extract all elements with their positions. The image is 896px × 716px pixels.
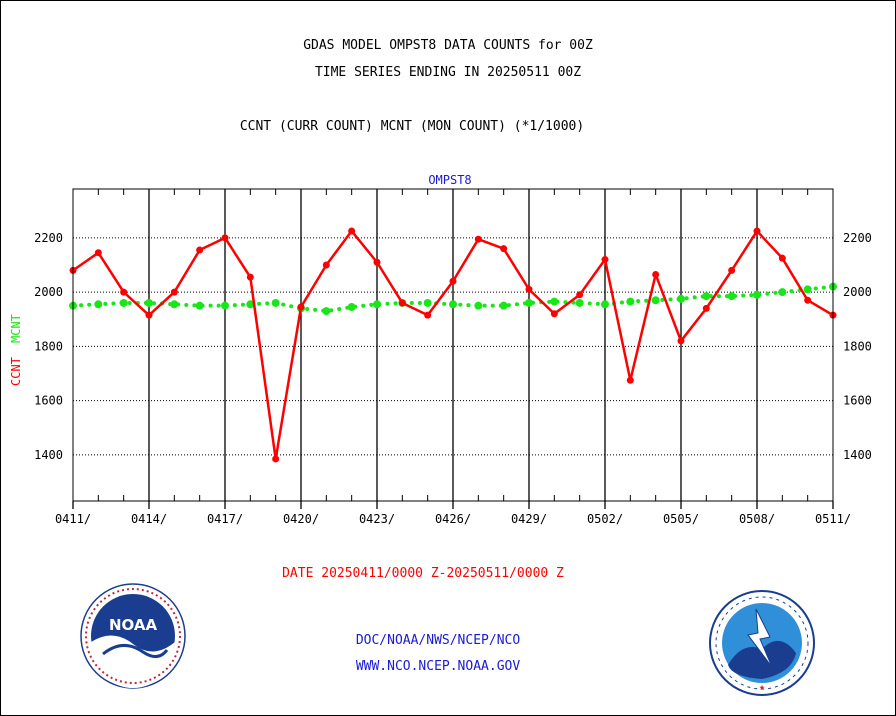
data-point-mcnt: [778, 288, 787, 297]
y-axis-label: CCNT MCNT: [9, 314, 23, 386]
data-point-mcnt: [525, 298, 533, 307]
plot-area-frame: [72, 188, 834, 502]
data-point-ccnt: [753, 227, 761, 235]
data-point-mcnt: [727, 292, 736, 301]
chart-title-line-1: GDAS MODEL OMPST8 DATA COUNTS for 00Z: [303, 38, 593, 53]
data-point-ccnt: [702, 304, 710, 312]
noaa-logo-text: NOAA: [109, 616, 158, 634]
y-tick-label-left: 1400: [34, 448, 63, 462]
svg-text:★: ★: [759, 682, 765, 693]
data-point-mcnt: [677, 294, 685, 303]
data-point-ccnt: [373, 258, 381, 266]
website-link[interactable]: WWW.NCO.NCEP.NOAA.GOV: [355, 659, 521, 674]
data-point-mcnt: [550, 297, 559, 306]
tick-label-layer: 1400 1400 1600 1600 1800 1800 2000 2000 2200 2200…: [34, 231, 872, 526]
data-point-mcnt: [94, 300, 103, 309]
data-point-ccnt: [474, 235, 482, 243]
y-tick-label-left: 1600: [34, 394, 63, 408]
data-point-mcnt: [119, 298, 128, 307]
y-tick-label-right: 1800: [843, 339, 872, 353]
data-point-mcnt: [601, 300, 609, 309]
data-point-ccnt: [449, 277, 457, 285]
data-point-mcnt: [271, 298, 280, 307]
data-point-mcnt: [626, 297, 635, 306]
data-point-mcnt: [170, 300, 179, 309]
y-axis-label-mcnt: MCNT: [9, 314, 23, 343]
chart-title-line-2: TIME SERIES ENDING IN 20250511 00Z: [314, 65, 582, 80]
x-tick-label: 0429/: [511, 512, 547, 526]
data-point-ccnt: [576, 291, 584, 299]
plot-title: OMPST8: [428, 173, 471, 187]
org-path-link[interactable]: DOC/NOAA/NWS/NCEP/NCO: [355, 633, 521, 648]
data-point-ccnt: [120, 288, 128, 296]
data-point-mcnt: [145, 298, 153, 307]
data-point-ccnt: [601, 256, 609, 264]
data-point-ccnt: [348, 227, 356, 235]
x-tick-label: 0502/: [587, 512, 623, 526]
data-point-mcnt: [347, 303, 356, 312]
data-point-ccnt: [525, 285, 533, 293]
data-point-mcnt: [474, 301, 483, 310]
x-tick-label: 0426/: [435, 512, 471, 526]
y-tick-label-right: 2200: [843, 231, 872, 245]
data-point-mcnt: [221, 301, 229, 310]
y-tick-label-left: 2000: [34, 285, 63, 299]
data-point-ccnt: [170, 288, 178, 296]
data-point-mcnt: [702, 292, 711, 301]
data-point-ccnt: [804, 296, 812, 304]
x-tick-label: 0420/: [283, 512, 319, 526]
data-point-ccnt: [652, 270, 660, 278]
data-point-mcnt: [373, 300, 381, 309]
data-point-mcnt: [499, 301, 508, 310]
data-point-ccnt: [398, 299, 406, 307]
data-point-ccnt: [728, 266, 736, 274]
x-tick-label: 0505/: [663, 512, 699, 526]
data-point-mcnt: [246, 300, 255, 309]
grid-layer: [72, 189, 834, 509]
data-point-ccnt: [272, 455, 280, 463]
data-point-ccnt: [626, 376, 634, 384]
x-tick-label: 0508/: [739, 512, 775, 526]
chart-subtitle: CCNT (CURR COUNT) MCNT (MON COUNT) (*1/1…: [239, 119, 585, 134]
x-tick-label: 0414/: [131, 512, 167, 526]
data-point-ccnt: [196, 246, 204, 254]
y-axis-label-ccnt: CCNT: [9, 357, 23, 386]
data-point-mcnt: [753, 290, 761, 299]
y-tick-label-left: 2200: [34, 231, 63, 245]
data-point-ccnt: [94, 249, 102, 257]
data-point-mcnt: [575, 298, 584, 307]
data-point-ccnt: [221, 234, 229, 242]
data-point-ccnt: [500, 245, 508, 253]
data-point-ccnt: [145, 311, 153, 319]
x-tick-label: 0423/: [359, 512, 395, 526]
data-point-ccnt: [424, 311, 432, 319]
data-point-ccnt: [677, 337, 685, 345]
x-tick-label: 0511/: [815, 512, 851, 526]
y-tick-label-right: 1600: [843, 394, 872, 408]
noaa-logo: NOAA: [80, 583, 186, 689]
data-point-ccnt: [550, 310, 558, 318]
data-point-mcnt: [803, 285, 812, 294]
y-tick-label-left: 1800: [34, 339, 63, 353]
data-point-mcnt: [322, 307, 331, 316]
data-point-mcnt: [195, 301, 204, 310]
data-point-ccnt: [297, 303, 305, 311]
y-tick-label-right: 1400: [843, 448, 872, 462]
data-point-ccnt: [778, 254, 786, 262]
x-tick-label: 0417/: [207, 512, 243, 526]
nws-logo: ★: [709, 590, 815, 696]
series-layer: [69, 227, 837, 463]
date-range-label: DATE 20250411/0000 Z-20250511/0000 Z: [282, 566, 564, 581]
y-tick-label-right: 2000: [843, 285, 872, 299]
data-point-ccnt: [246, 273, 254, 281]
data-point-mcnt: [449, 300, 457, 309]
data-point-mcnt: [651, 296, 660, 305]
x-tick-label: 0411/: [55, 512, 91, 526]
data-point-mcnt: [423, 298, 432, 307]
data-point-ccnt: [322, 261, 330, 269]
